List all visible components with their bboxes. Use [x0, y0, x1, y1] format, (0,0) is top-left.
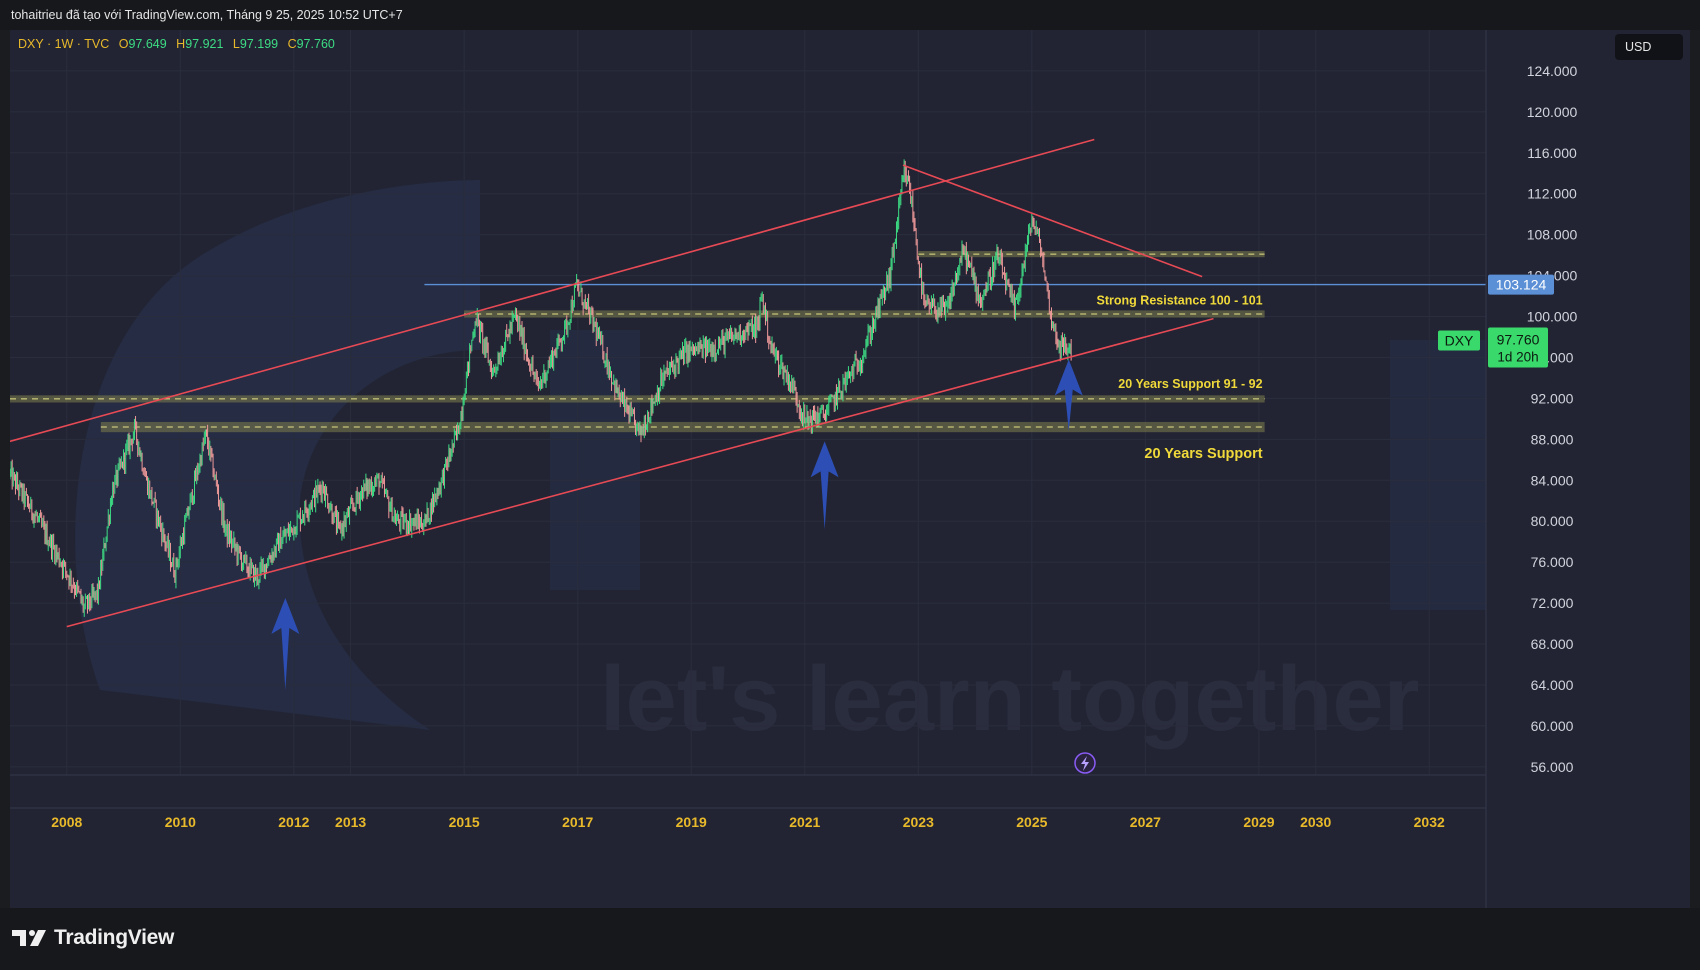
- time-tick-label: 2013: [335, 814, 366, 830]
- price-tick-label: 88.000: [1531, 431, 1574, 447]
- attribution-text: tohaitrieu đã tạo với TradingView.com, T…: [11, 8, 403, 22]
- price-tick-label: 116.000: [1527, 145, 1577, 161]
- candles: [10, 159, 1072, 617]
- time-tick-label: 2012: [278, 814, 309, 830]
- price-tick-label: 72.000: [1531, 595, 1574, 611]
- watermark-shape: [1390, 340, 1490, 610]
- trendlines[interactable]: [10, 138, 1214, 628]
- watermark-shape: [75, 180, 481, 730]
- time-tick-label: 2021: [789, 814, 820, 830]
- legend-open: 97.649: [128, 37, 167, 51]
- support-arrow-1: [271, 597, 300, 691]
- price-tick-label: 56.000: [1531, 759, 1574, 775]
- legend-close: 97.760: [296, 37, 335, 51]
- chart-svg[interactable]: let's learn together Strong Resistance 1…: [10, 30, 1690, 908]
- legend-symbol: DXY · 1W · TVC: [18, 37, 110, 51]
- price-tick-label: 84.000: [1531, 472, 1574, 488]
- legend-high: 97.921: [185, 37, 224, 51]
- time-tick-label: 2032: [1414, 814, 1445, 830]
- arrows[interactable]: [271, 359, 1083, 691]
- last-price-symbol: DXY: [1445, 332, 1474, 348]
- zones: [10, 251, 1486, 433]
- time-tick-label: 2030: [1300, 814, 1331, 830]
- zone-band: [918, 251, 1265, 258]
- ohlc-legend: DXY · 1W · TVC O97.649 H97.921 L97.199 C…: [18, 37, 335, 51]
- attribution-bar: tohaitrieu đã tạo với TradingView.com, T…: [0, 0, 1700, 30]
- footer-bar: [0, 908, 1700, 970]
- twenty-year-support-91-92-label: 20 Years Support 91 - 92: [1118, 377, 1262, 391]
- legend-high-label: H: [176, 37, 186, 51]
- price-tick-label: 76.000: [1531, 554, 1574, 570]
- time-tick-label: 2015: [449, 814, 480, 830]
- price-tick-label: 68.000: [1531, 636, 1574, 652]
- watermark-text: let's learn together: [600, 648, 1419, 750]
- price-tick-label: 92.000: [1531, 390, 1574, 406]
- last-price-value: 97.760: [1497, 331, 1540, 347]
- support-arrow-2: [810, 441, 839, 530]
- time-tick-label: 2019: [676, 814, 707, 830]
- trendline-1: [10, 138, 1095, 443]
- price-tick-label: 112.000: [1527, 186, 1577, 202]
- zone-labels: Strong Resistance 100 - 101 20 Years Supp…: [1097, 293, 1263, 462]
- watermark: let's learn together: [10, 30, 1690, 908]
- tradingview-logo-icon: [12, 930, 46, 946]
- time-tick-label: 2029: [1243, 814, 1274, 830]
- price-tick-label: 124.000: [1527, 63, 1578, 79]
- last-price-countdown: 1d 20h: [1497, 349, 1538, 364]
- brand-name: TradingView: [54, 926, 175, 949]
- twenty-year-support-label: 20 Years Support: [1144, 446, 1262, 462]
- price-tick-label: 100.000: [1527, 309, 1578, 325]
- chart-panel[interactable]: let's learn together Strong Resistance 1…: [10, 30, 1690, 908]
- legend-low: 97.199: [239, 37, 279, 51]
- price-axis[interactable]: 124.000120.000116.000112.000108.000104.0…: [1485, 30, 1690, 908]
- price-tick-label: 60.000: [1531, 718, 1574, 734]
- tradingview-logo[interactable]: TradingView: [12, 926, 174, 950]
- price-tick-label: 64.000: [1531, 677, 1574, 693]
- time-tick-label: 2025: [1016, 814, 1047, 830]
- legend-close-label: C: [287, 37, 297, 51]
- currency-button[interactable]: USD: [1615, 34, 1683, 60]
- zone-band: [100, 421, 1265, 433]
- price-badges: 103.124 DXY 97.760 1d 20h: [1438, 274, 1554, 368]
- price-tick-label: 108.000: [1527, 227, 1578, 243]
- price-tick-label: 120.000: [1527, 104, 1578, 120]
- last-price-badge-bg: [1488, 327, 1548, 368]
- watermark-shape: [550, 330, 640, 590]
- last-price-symbol-bg: [1438, 330, 1480, 351]
- time-tick-label: 2017: [562, 814, 593, 830]
- level-badge-value: 103.124: [1496, 277, 1547, 293]
- trendline-2: [66, 317, 1214, 628]
- support-arrow-3: [1054, 359, 1083, 432]
- time-tick-label: 2008: [51, 814, 82, 830]
- level-badge-bg: [1488, 274, 1554, 295]
- price-tick-label: 80.000: [1531, 513, 1574, 529]
- strong-resistance-label: Strong Resistance 100 - 101: [1097, 293, 1263, 307]
- lightning-icon: [1081, 756, 1089, 771]
- chart-extras[interactable]: [1074, 752, 1096, 774]
- legend-low-label: L: [232, 37, 240, 51]
- legend-open-label: O: [118, 37, 129, 51]
- time-tick-label: 2010: [165, 814, 196, 830]
- trendline-3: [902, 164, 1203, 278]
- price-axis-bg: [1486, 30, 1690, 908]
- time-tick-label: 2023: [903, 814, 934, 830]
- time-axis[interactable]: 2008 2010 2012 2013 2015 2017 2019 2021 2023 2025…: [10, 774, 1486, 830]
- time-tick-label: 2027: [1130, 814, 1161, 830]
